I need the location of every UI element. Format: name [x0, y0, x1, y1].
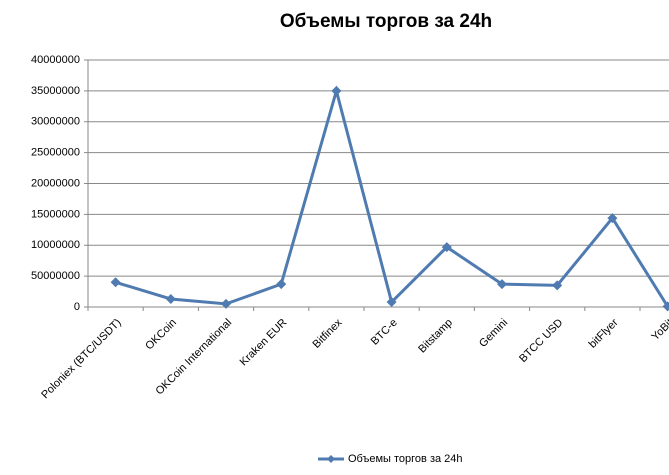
data-point	[110, 277, 121, 288]
legend-label: Объемы торгов за 24h	[348, 453, 463, 465]
data-point	[662, 301, 669, 312]
data-point	[221, 298, 231, 309]
data-point	[331, 85, 342, 96]
y-tick-label: 50000000	[31, 270, 80, 282]
y-tick-label: 40000000	[31, 54, 80, 66]
x-tick-label: BTC-e	[369, 317, 400, 348]
y-tick-label: 35000000	[31, 85, 80, 97]
data-point	[552, 280, 563, 291]
data-point	[497, 279, 507, 290]
data-point	[165, 293, 176, 304]
x-tick-label: OKCoin	[143, 317, 179, 353]
y-tick-label: 10000000	[31, 239, 80, 251]
data-point	[441, 242, 452, 253]
data-point	[276, 279, 287, 290]
series-line	[115, 85, 669, 308]
x-tick-label: Kraken EUR	[238, 317, 290, 369]
y-tick-label: 25000000	[31, 147, 80, 159]
x-tick-label: BTCC USD	[517, 317, 565, 365]
x-tick-label: Poloniex (BTC/USDT)	[39, 317, 124, 402]
data-point	[386, 297, 397, 308]
y-tick-label: 15000000	[31, 208, 80, 220]
y-tick-label: 30000000	[31, 116, 80, 128]
data-point	[607, 213, 618, 224]
x-tick-label: Bitfinex	[311, 316, 345, 350]
x-tick-label: YoBit	[649, 317, 669, 343]
x-tick-label: bitFlyer	[587, 316, 621, 350]
y-tick-label: 0	[74, 301, 80, 313]
chart-title: Объемы торгов за 24h	[280, 11, 492, 32]
x-tick-label: Gemini	[477, 317, 510, 350]
x-tick-label: Bitstamp	[416, 317, 455, 356]
y-tick-label: 20000000	[31, 177, 80, 189]
legend-marker	[327, 455, 335, 463]
